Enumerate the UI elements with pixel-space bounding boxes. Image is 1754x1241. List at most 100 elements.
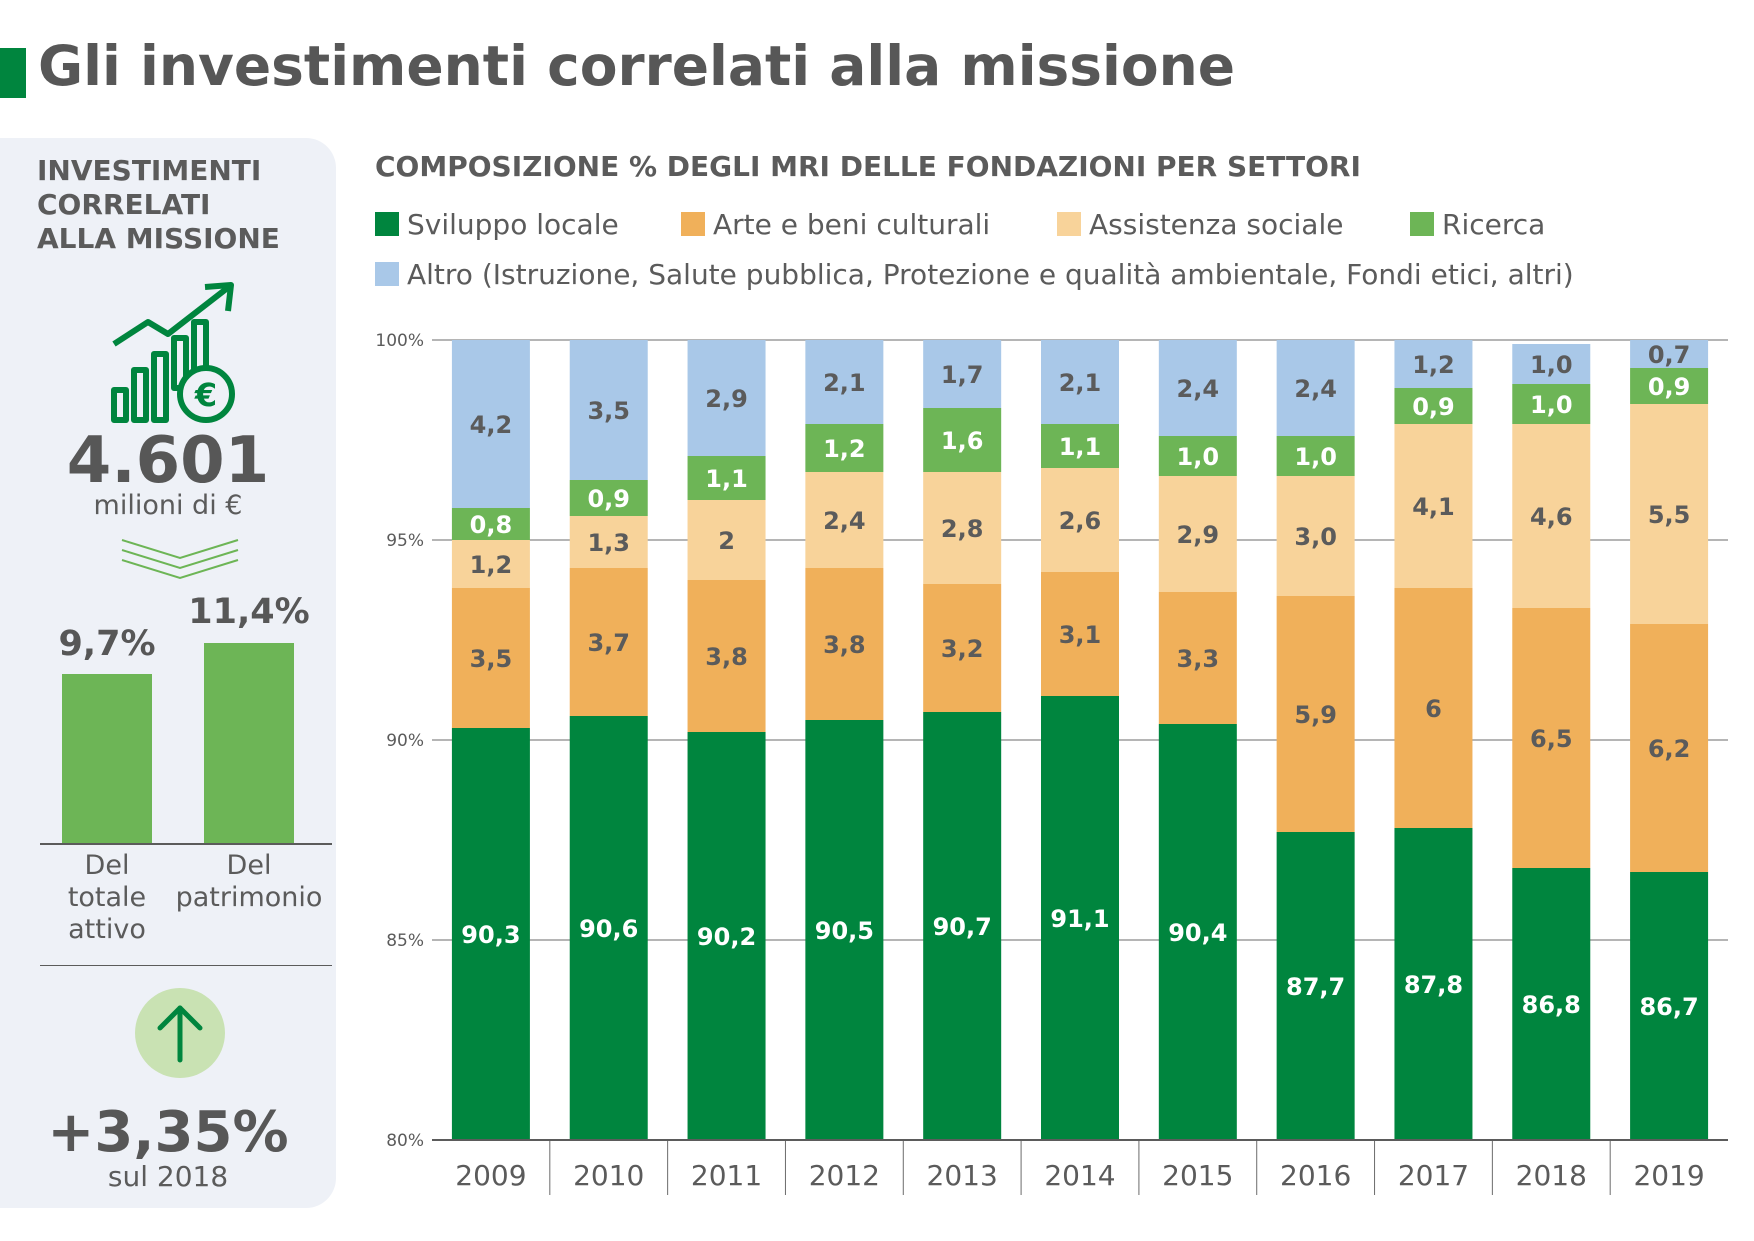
bar-segment [923, 472, 1002, 584]
bar-segment [805, 472, 884, 568]
share-total-assets-value: 9,7% [58, 624, 156, 664]
data-label: 0,9 [1412, 393, 1455, 421]
y-tick-label: 80% [386, 1131, 424, 1151]
bar-segment [1512, 344, 1591, 384]
share-equity-value: 11,4% [188, 592, 310, 632]
y-tick-label: 100% [375, 331, 424, 351]
sidebar-heading-line: CORRELATI [37, 188, 211, 221]
bar-segment [1041, 468, 1119, 572]
bar-segment [451, 540, 530, 588]
data-label: 0,7 [1648, 341, 1691, 369]
bar-segment [923, 712, 1002, 1140]
bar-segment [923, 584, 1002, 712]
bar-segment [1394, 424, 1473, 588]
growth-circle [135, 988, 225, 1078]
y-tick-label: 85% [386, 931, 424, 951]
bar-segment [1158, 724, 1237, 1140]
bar-segment [805, 720, 884, 1140]
chart-title: COMPOSIZIONE % DEGLI MRI DELLE FONDAZION… [375, 150, 1361, 183]
data-label: 86,8 [1522, 991, 1581, 1019]
x-tick-label: 2009 [455, 1159, 526, 1192]
bar-segment [1158, 436, 1237, 476]
euro-symbol: € [194, 376, 217, 414]
data-label: 1,0 [1530, 391, 1573, 419]
legend-item-ricerca: Ricerca [1410, 208, 1545, 241]
x-tick-label: 2010 [573, 1159, 644, 1192]
bar-segment [687, 456, 766, 500]
data-label: 6,5 [1530, 725, 1573, 753]
sidebar-divider [40, 965, 332, 966]
data-label: 3,5 [587, 397, 630, 425]
bar-segment [569, 568, 648, 716]
bar-segment [1276, 832, 1355, 1140]
x-tick-label: 2014 [1044, 1159, 1115, 1192]
bar-segment [569, 516, 648, 568]
bar-segment [451, 588, 530, 728]
y-tick-label: 90% [386, 731, 424, 751]
data-label: 4,2 [470, 411, 513, 439]
total-investment-unit: milioni di € [93, 490, 243, 521]
data-label: 3,7 [587, 629, 630, 657]
bar-segment [1512, 384, 1591, 424]
data-label: 3,8 [705, 643, 748, 671]
data-label: 2,9 [705, 385, 748, 413]
data-label: 1,6 [941, 427, 984, 455]
data-label: 1,2 [470, 551, 513, 579]
data-label: 90,7 [933, 913, 992, 941]
legend-label: Altro (Istruzione, Salute pubblica, Prot… [407, 257, 1574, 291]
bar-segment [1394, 340, 1473, 388]
data-label: 0,8 [470, 511, 513, 539]
legend-item-sviluppo-locale: Sviluppo locale [375, 208, 619, 241]
bar-segment [1158, 340, 1237, 436]
share-equity-bar [204, 643, 294, 844]
data-label: 1,7 [941, 361, 984, 389]
x-tick-label: 2016 [1280, 1159, 1351, 1192]
data-label: 2,4 [1294, 375, 1337, 403]
share-bars-baseline [40, 843, 332, 845]
bar-segment [451, 508, 530, 540]
x-tick-label: 2012 [809, 1159, 880, 1192]
bar-segment [1394, 588, 1473, 828]
y-tick-label: 95% [386, 531, 424, 551]
arrow-up-icon [157, 1005, 203, 1063]
data-label: 0,9 [1648, 373, 1691, 401]
data-label: 0,9 [587, 485, 630, 513]
x-tick-label: 2019 [1633, 1159, 1704, 1192]
legend-label: Assistenza sociale [1089, 207, 1344, 241]
data-label: 87,8 [1404, 971, 1463, 999]
bar-segment [1041, 424, 1119, 468]
bar-segment [569, 716, 648, 1140]
data-label: 91,1 [1050, 905, 1109, 933]
data-label: 6,2 [1648, 735, 1691, 763]
bar-segment [1041, 696, 1119, 1140]
data-label: 1,0 [1177, 443, 1220, 471]
total-investment-value: 4.601 [66, 424, 270, 498]
legend-item-arte: Arte e beni culturali [681, 208, 990, 241]
bar-segment [687, 580, 766, 732]
x-tick-label: 2015 [1162, 1159, 1233, 1192]
bar-segment [687, 732, 766, 1140]
bar-segment [1630, 340, 1709, 368]
bar-segment [805, 568, 884, 720]
data-label: 90,2 [697, 923, 756, 951]
x-tick-label: 2013 [927, 1159, 998, 1192]
data-label: 3,5 [470, 645, 513, 673]
share-total-assets-label: Del totale attivo [67, 850, 147, 945]
data-label: 2,1 [1059, 369, 1102, 397]
growth-value: +3,35% [47, 1100, 289, 1165]
bar-segment [1512, 424, 1591, 608]
bar-segment [1041, 340, 1119, 424]
sidebar-heading-line: INVESTIMENTI [37, 154, 262, 187]
data-label: 90,5 [815, 917, 874, 945]
x-tick-label: 2017 [1398, 1159, 1469, 1192]
data-label: 5,9 [1294, 701, 1337, 729]
legend-swatch [1057, 212, 1081, 236]
data-label: 4,1 [1412, 493, 1455, 521]
data-label: 2,4 [823, 507, 866, 535]
bar-segment [1276, 596, 1355, 832]
data-label: 1,2 [1412, 351, 1455, 379]
bar-segment [1041, 572, 1119, 696]
bar-segment [805, 340, 884, 424]
data-label: 2,9 [1177, 521, 1220, 549]
